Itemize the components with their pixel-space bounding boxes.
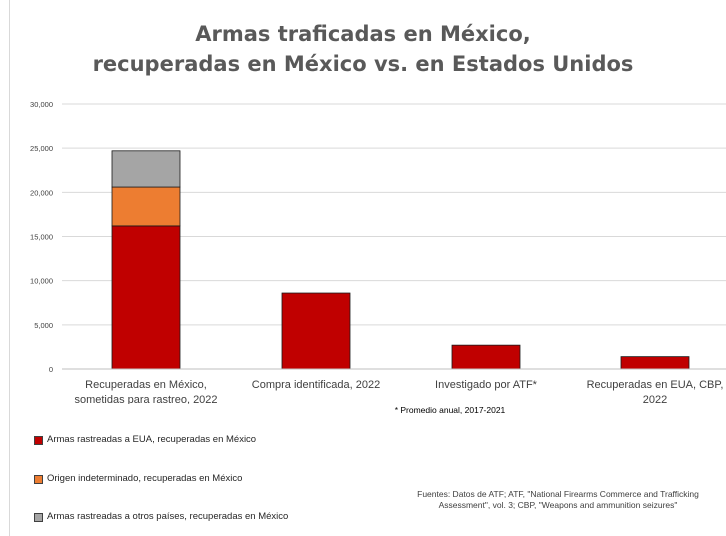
- legend-item-eua: Armas rastreadas a EUA, recuperadas en M…: [34, 434, 324, 445]
- y-tick-label: 30,000: [30, 100, 53, 109]
- chart-title-line-1: Armas traficadas en México,: [195, 22, 531, 46]
- legend-label-eua: Armas rastreadas a EUA, recuperadas en M…: [47, 434, 257, 445]
- y-tick-label: 10,000: [30, 277, 53, 286]
- y-tick-label: 25,000: [30, 144, 53, 153]
- legend-swatch-otros-paises: [34, 513, 43, 522]
- x-category-label: Recuperadas en EUA, CBP,: [587, 379, 724, 391]
- x-category-label: sometidas para rastreo, 2022: [74, 394, 217, 404]
- y-tick-label: 15,000: [30, 233, 53, 242]
- bar-segment: [281, 292, 351, 370]
- bar-segment: [111, 186, 181, 227]
- x-category-label: Investigado por ATF*: [435, 379, 538, 391]
- x-category-label: Compra identificada, 2022: [252, 379, 380, 391]
- y-tick-label: 20,000: [30, 188, 53, 197]
- chart-footnote: * Promedio anual, 2017-2021: [394, 405, 506, 415]
- x-category-label: Recuperadas en México,: [85, 379, 207, 391]
- legend-label-indeterminado: Origen indeterminado, recuperadas en Méx…: [47, 473, 243, 484]
- legend-label-otros-paises: Armas rastreadas a otros países, recuper…: [47, 511, 289, 522]
- bar-segment: [111, 225, 181, 370]
- legend-item-otros-paises: Armas rastreadas a otros países, recuper…: [34, 511, 299, 522]
- legend-swatch-indeterminado: [34, 475, 43, 484]
- bar-segment: [451, 344, 521, 370]
- chart-title-line-2: recuperadas en México vs. en Estados Uni…: [92, 52, 634, 76]
- y-tick-label: 0: [49, 365, 53, 374]
- bar-chart: 0 5,000 10,000 15,000 20,000 25,000 30,000 Recu…: [30, 100, 726, 404]
- bar-segment: [111, 150, 181, 188]
- sources-note: Fuentes: Datos de ATF; ATF, "National Fi…: [417, 489, 699, 510]
- legend-item-indeterminado: Origen indeterminado, recuperadas en Méx…: [34, 473, 324, 484]
- x-category-label: 2022: [643, 394, 667, 404]
- left-border: [9, 0, 10, 536]
- y-tick-label: 5,000: [34, 321, 53, 330]
- legend-swatch-eua: [34, 436, 43, 445]
- bar-segment: [620, 356, 690, 370]
